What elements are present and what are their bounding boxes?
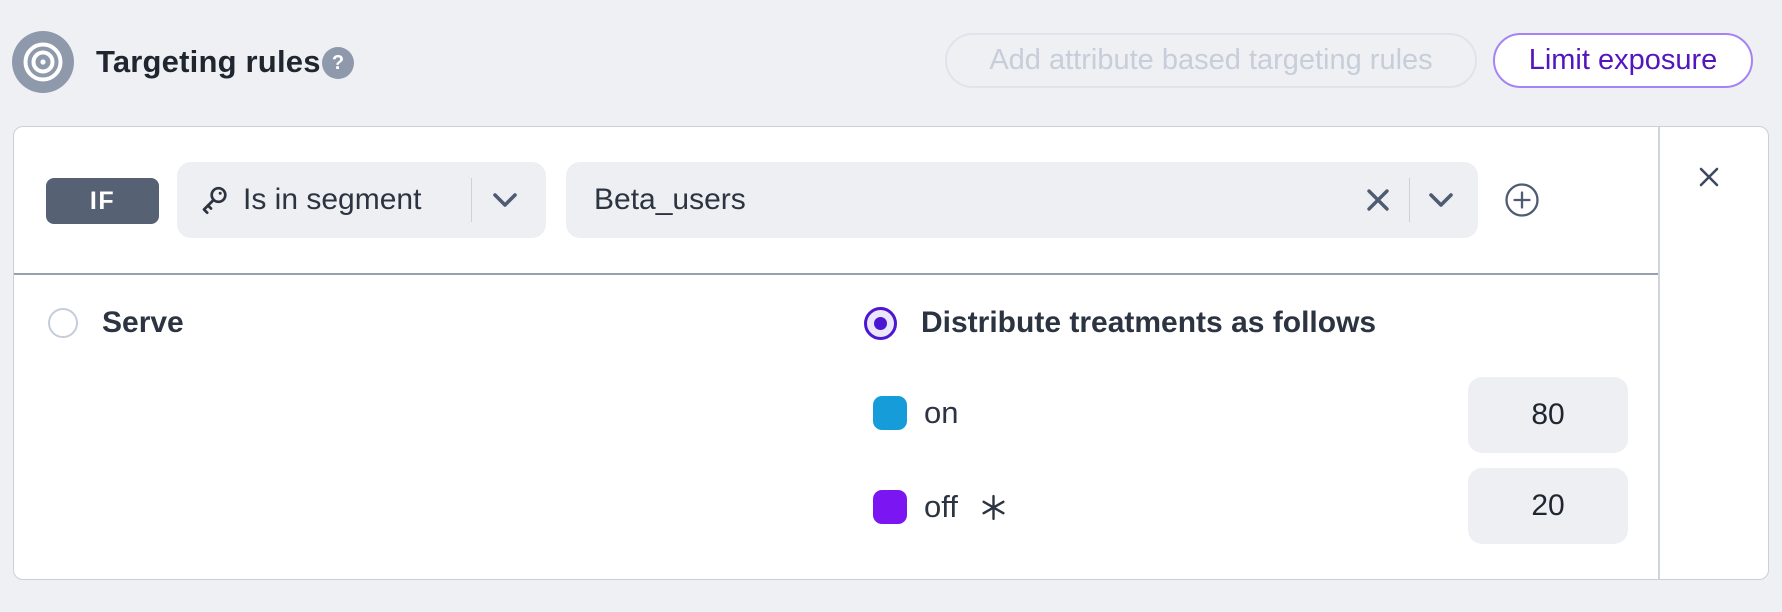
rule-section-divider [14,273,1658,275]
add-attribute-rules-button[interactable]: Add attribute based targeting rules [945,33,1477,88]
treatment-row-off: off [873,489,1007,524]
segment-value: Beta_users [594,183,746,216]
matcher-label: Is in segment [243,183,422,216]
matcher-divider [470,178,472,222]
remove-rule-button[interactable] [1692,160,1726,194]
treatment-off-name: off [924,489,958,524]
distribute-label: Distribute treatments as follows [921,306,1377,339]
close-icon [1699,167,1719,187]
clear-segment-button[interactable] [1361,183,1395,217]
segment-divider [1408,178,1410,222]
help-icon[interactable]: ? [322,47,354,79]
target-icon [23,42,63,82]
distribute-radio[interactable] [864,306,897,340]
treatment-row-on: on [873,395,959,430]
limit-exposure-button[interactable]: Limit exposure [1493,33,1753,88]
treatment-off-percentage-input[interactable]: 20 [1468,468,1628,544]
page-title: Targeting rules [96,44,321,79]
treatment-on-percentage-input[interactable]: 80 [1468,377,1628,453]
clear-x-icon [1366,189,1389,211]
default-treatment-asterisk-icon [980,494,1007,521]
serve-option[interactable]: Serve [48,306,184,340]
matcher-dropdown-toggle[interactable] [490,190,520,210]
treatment-on-name: on [924,395,959,430]
targeting-rule-card: IF Is in segment Beta_users [13,126,1769,580]
if-badge: IF [46,178,159,224]
distribute-option[interactable]: Distribute treatments as follows [864,306,1376,340]
card-vertical-divider [1658,127,1660,579]
chevron-down-icon [1429,193,1453,207]
key-icon [202,186,227,215]
treatment-off-swatch [873,490,907,524]
segment-dropdown-toggle[interactable] [1426,190,1456,210]
serve-radio[interactable] [48,308,78,338]
chevron-down-icon [493,193,517,207]
radio-selected-dot [874,316,887,330]
serve-label: Serve [102,306,184,339]
targeting-rules-icon [12,31,74,93]
treatment-on-swatch [873,396,907,430]
matcher-select[interactable]: Is in segment [177,162,546,238]
segment-input[interactable]: Beta_users [566,162,1478,238]
add-condition-button[interactable] [1502,180,1542,220]
plus-circle-icon [1505,183,1539,217]
